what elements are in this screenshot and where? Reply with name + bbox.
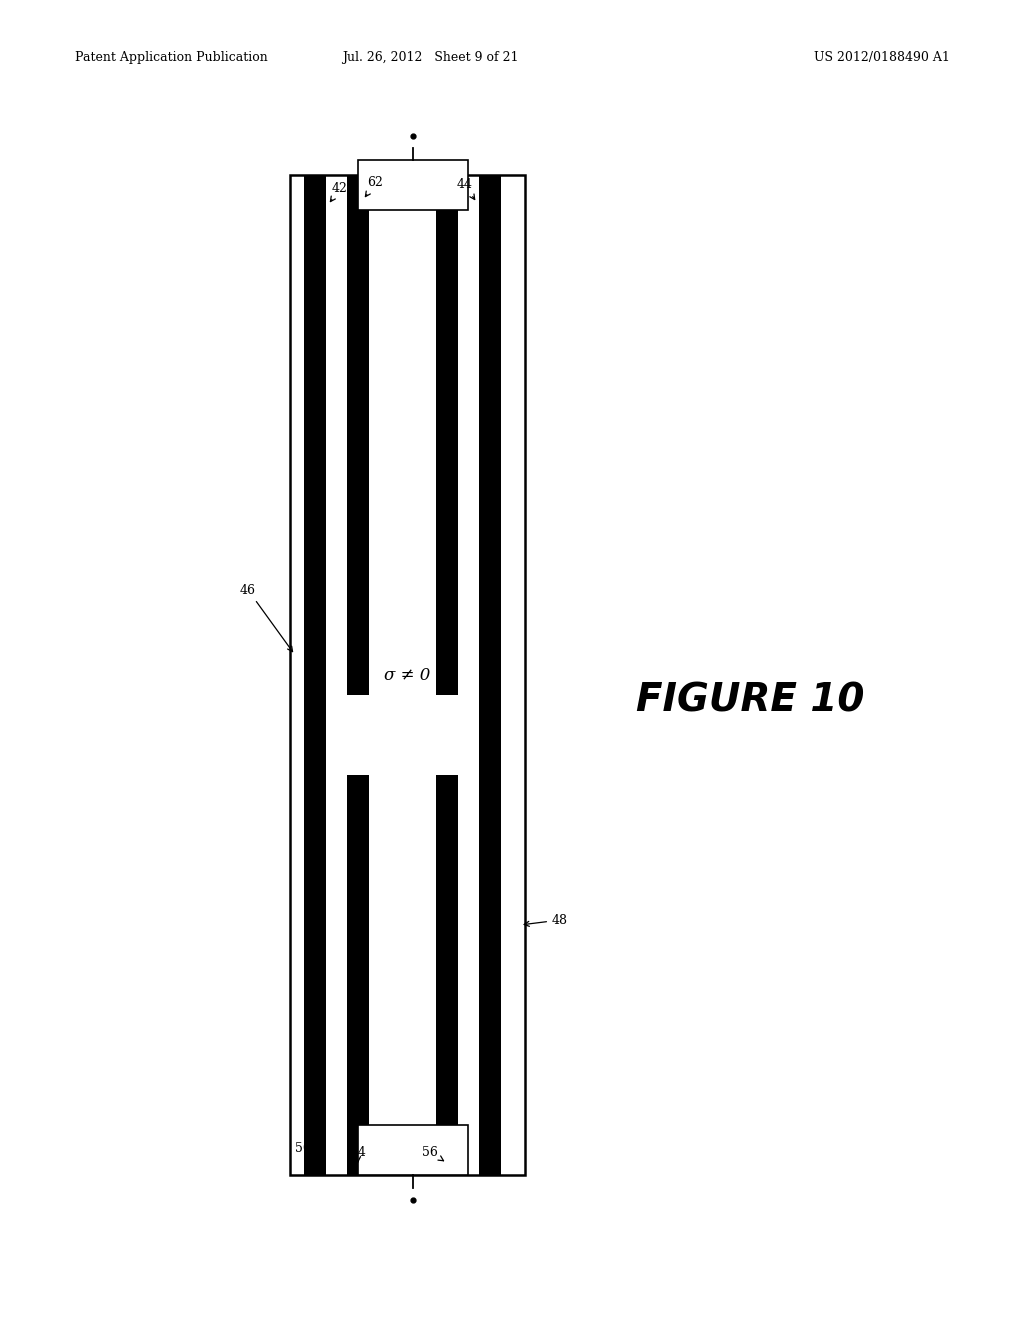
Bar [290, 176, 525, 1175]
Text: 44: 44 [457, 178, 475, 199]
Text: Patent Application Publication: Patent Application Publication [75, 51, 267, 65]
Text: σ ≠ 0: σ ≠ 0 [384, 667, 431, 684]
Text: US 2012/0188490 A1: US 2012/0188490 A1 [814, 51, 950, 65]
Text: 42: 42 [331, 181, 348, 202]
Text: 46: 46 [240, 583, 293, 652]
Text: 50: 50 [295, 1142, 314, 1159]
Bar [304, 176, 326, 1175]
Bar [347, 176, 369, 696]
Bar [436, 176, 458, 696]
Bar [358, 160, 468, 210]
Text: 54: 54 [350, 1146, 366, 1162]
Bar [347, 775, 369, 1175]
Text: 56: 56 [422, 1146, 443, 1160]
Bar [436, 775, 458, 1175]
Text: FIGURE 10: FIGURE 10 [636, 681, 864, 719]
Text: 62: 62 [366, 177, 383, 197]
Text: 52: 52 [480, 1142, 496, 1159]
Text: Jul. 26, 2012   Sheet 9 of 21: Jul. 26, 2012 Sheet 9 of 21 [342, 51, 518, 65]
Bar [479, 176, 501, 1175]
Text: 48: 48 [524, 913, 568, 927]
Bar [358, 1125, 468, 1175]
